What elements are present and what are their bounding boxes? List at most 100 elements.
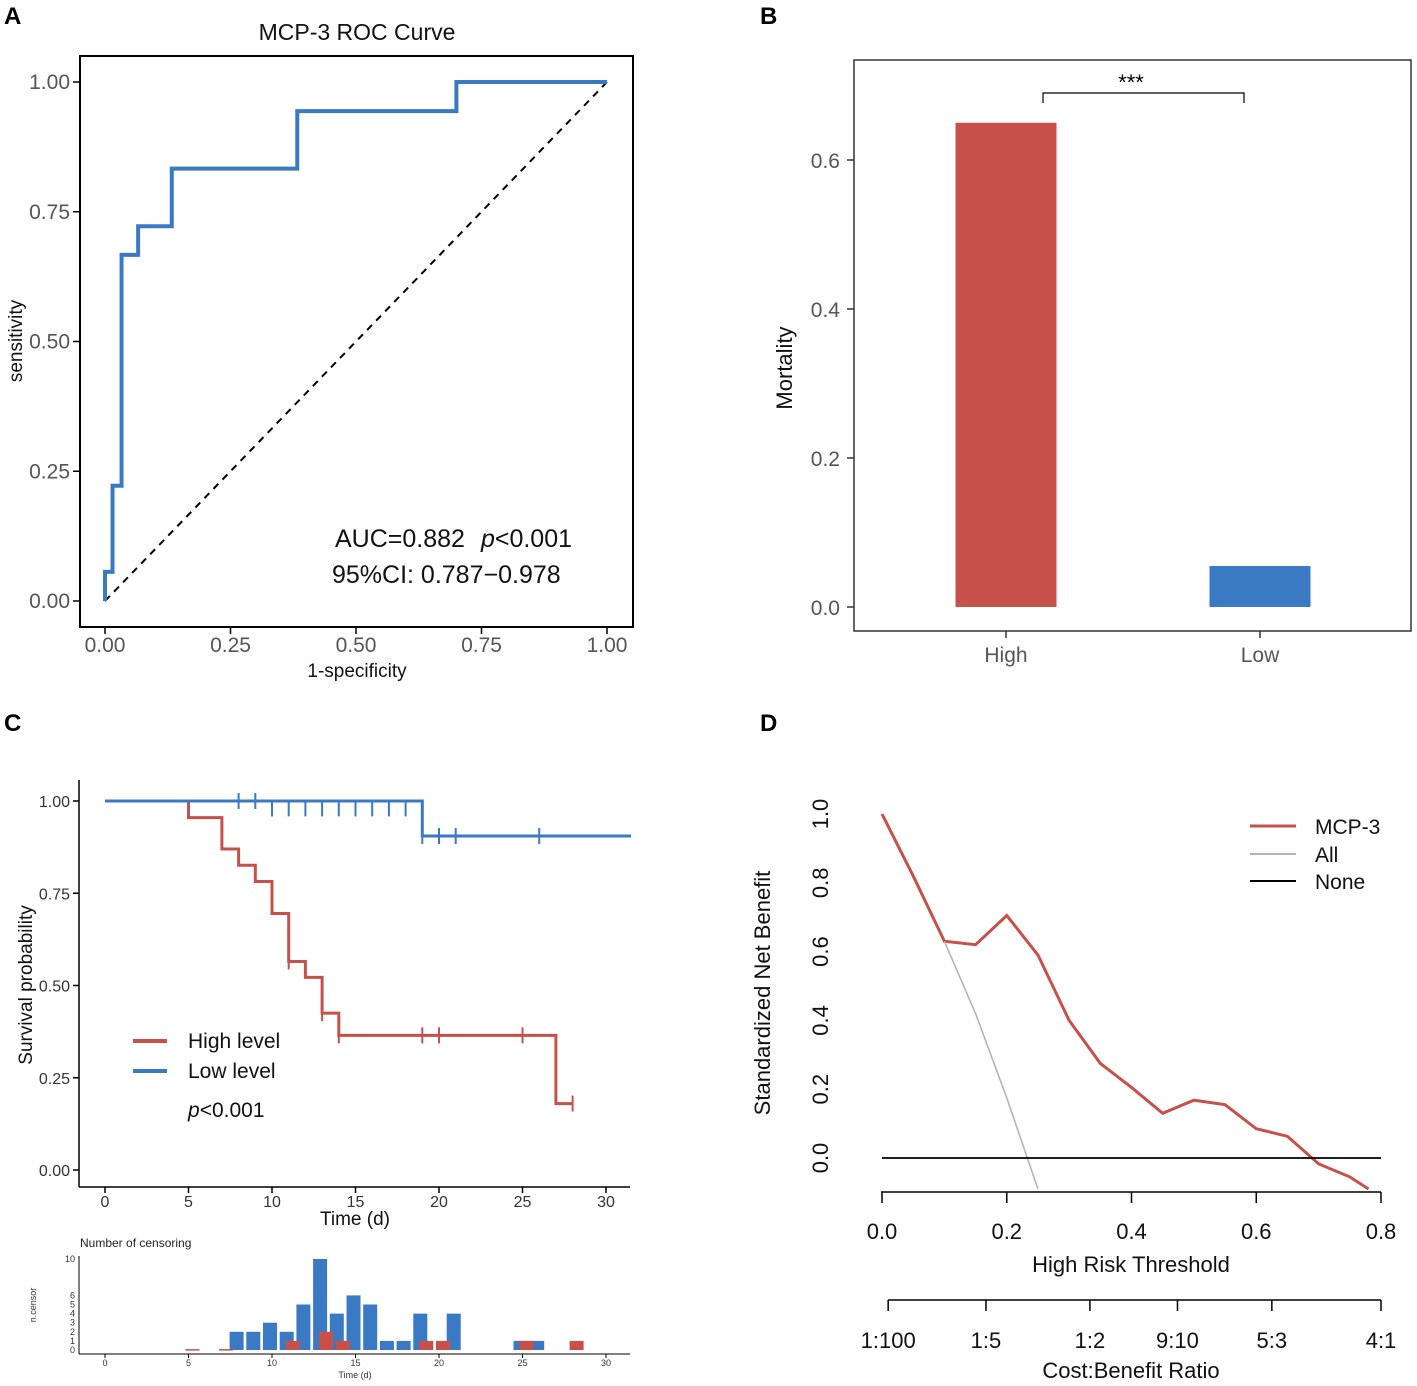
roc-reference-line (104, 81, 608, 602)
censor-bar-red (285, 1340, 300, 1350)
panel-label-b: B (760, 3, 777, 30)
km-y-tick-label: 0.00 (39, 1163, 70, 1180)
censoring-title: Number of censoring (80, 1236, 191, 1250)
censor-x-tick-label: 20 (434, 1358, 444, 1368)
censor-x-axis-title: Time (d) (338, 1370, 371, 1380)
censor-y-tick-label: 6 (70, 1290, 75, 1300)
cost-benefit-tick-label: 9:10 (1156, 1328, 1199, 1353)
censor-x-tick-label: 0 (102, 1358, 107, 1368)
censor-bar-blue (229, 1331, 244, 1350)
km-y-tick-label: 0.75 (39, 886, 70, 903)
dca-y-tick-label: 0.0 (808, 1143, 833, 1174)
dca-x-axis-title: High Risk Threshold (1032, 1252, 1230, 1277)
bar-y-tick-label: 0.4 (811, 299, 841, 322)
km-x-tick-label: 30 (597, 1194, 615, 1211)
bar-plot-frame (853, 59, 1412, 632)
censor-y-tick-label: 4 (70, 1309, 75, 1319)
km-x-axis-title: Time (d) (320, 1209, 390, 1230)
censor-bar-blue (313, 1259, 328, 1350)
censor-bar-blue (379, 1340, 394, 1350)
mortality-bar-chart: 0.0 0.2 0.4 0.6 High Low Mortality *** (772, 59, 1412, 667)
cost-benefit-tick-label: 1:100 (861, 1328, 916, 1353)
censor-x-tick-label: 5 (186, 1358, 191, 1368)
km-p-annotation: p<0.001 (187, 1099, 265, 1122)
censor-y-tick-label: 1 (70, 1336, 75, 1346)
p-italic: p (480, 525, 495, 553)
censor-bar-red (185, 1349, 200, 1351)
km-y-tick-label: 0.25 (39, 1071, 70, 1088)
roc-title: MCP-3 ROC Curve (259, 19, 456, 45)
roc-y-tick-label: 0.75 (29, 201, 70, 224)
km-curve-red (105, 799, 573, 1106)
censor-bar-red (519, 1340, 534, 1350)
km-curve-blue (105, 799, 632, 838)
roc-x-tick-label: 0.00 (85, 634, 126, 657)
auc-annotation: AUC=0.882 p<0.001 (335, 525, 572, 553)
km-x-tick-label: 15 (347, 1194, 365, 1211)
censor-bar-red (218, 1349, 233, 1351)
censor-bar-blue (530, 1340, 545, 1350)
significance-stars: *** (1118, 70, 1144, 95)
censor-y-axis-title: n.censor (28, 1288, 38, 1323)
roc-x-tick-label: 0.75 (461, 634, 502, 657)
bar-low (1209, 566, 1311, 607)
bar-y-tick-label: 0.6 (811, 150, 840, 173)
dca-y-tick-label: 0.2 (808, 1074, 833, 1105)
decision-curve-chart: 0.0 0.2 0.4 0.6 0.8 1.0 0.0 0.2 0.4 0.6 0.8 High … (750, 799, 1396, 1383)
censor-bar-red (319, 1331, 334, 1350)
dca-line-all (943, 940, 1039, 1190)
roc-y-tick-label: 0.00 (29, 590, 70, 613)
dca-line-mcp-3 (880, 813, 1370, 1191)
censor-x-tick-label: 15 (350, 1358, 360, 1368)
dca-y-axis-title: Standardized Net Benefit (750, 871, 775, 1116)
roc-x-axis-title: 1-specificity (307, 661, 407, 682)
dca-legend-none-label: None (1315, 871, 1365, 894)
roc-x-tick-label: 0.25 (210, 634, 251, 657)
dca-y-tick-label: 1.0 (808, 799, 833, 830)
bar-y-tick-label: 0.0 (811, 597, 840, 620)
panel-label-a: A (4, 3, 21, 30)
panel-label-d: D (760, 710, 777, 737)
km-x-tick-label: 5 (184, 1194, 193, 1211)
legend-high-label: High level (188, 1030, 280, 1053)
roc-x-tick-label: 0.50 (336, 634, 377, 657)
cost-benefit-tick-label: 4:1 (1366, 1328, 1397, 1353)
dca-x-tick-label: 0.0 (867, 1219, 898, 1244)
censor-bar-blue (396, 1340, 411, 1350)
censor-y-tick-label: 0 (70, 1345, 75, 1355)
censor-bar-blue (346, 1295, 361, 1350)
roc-x-tick-label: 1.00 (587, 634, 628, 657)
cost-benefit-tick-label: 1:2 (1075, 1328, 1106, 1353)
censor-bar-red (419, 1340, 434, 1350)
censor-y-tick-label: 10 (65, 1254, 75, 1264)
significance-bracket (1042, 92, 1245, 103)
km-y-axis-title: Survival probability (16, 905, 37, 1065)
km-y-tick-label: 1.00 (39, 794, 70, 811)
dca-x-tick-label: 0.2 (991, 1219, 1022, 1244)
km-p-value: <0.001 (200, 1099, 265, 1122)
roc-y-tick-label: 0.25 (29, 460, 70, 483)
dca-legend-mcp3-label: MCP-3 (1315, 816, 1380, 839)
cost-benefit-tick-label: 1:5 (971, 1328, 1002, 1353)
auc-value: AUC=0.882 (335, 525, 465, 553)
cost-benefit-axis-title: Cost:Benefit Ratio (1042, 1358, 1219, 1383)
cost-benefit-tick-label: 5:3 (1257, 1328, 1288, 1353)
bar-high (955, 122, 1057, 607)
censor-x-tick-label: 25 (517, 1358, 527, 1368)
roc-y-tick-label: 1.00 (29, 71, 70, 94)
dca-x-tick-label: 0.6 (1241, 1219, 1272, 1244)
bar-y-tick-label: 0.2 (811, 448, 840, 471)
censor-x-tick-label: 10 (267, 1358, 277, 1368)
km-p-italic: p (187, 1099, 200, 1122)
km-x-tick-label: 0 (101, 1194, 110, 1211)
censor-bar-red (436, 1340, 450, 1350)
censor-bar-blue (263, 1322, 277, 1350)
ci-annotation: 95%CI: 0.787−0.978 (332, 561, 561, 589)
censor-y-tick-label: 2 (70, 1327, 75, 1337)
censor-x-tick-label: 30 (601, 1358, 611, 1368)
p-value: <0.001 (495, 525, 572, 553)
km-x-tick-label: 20 (430, 1194, 448, 1211)
censor-bar-red (569, 1340, 584, 1350)
censor-bar-blue (296, 1304, 311, 1350)
